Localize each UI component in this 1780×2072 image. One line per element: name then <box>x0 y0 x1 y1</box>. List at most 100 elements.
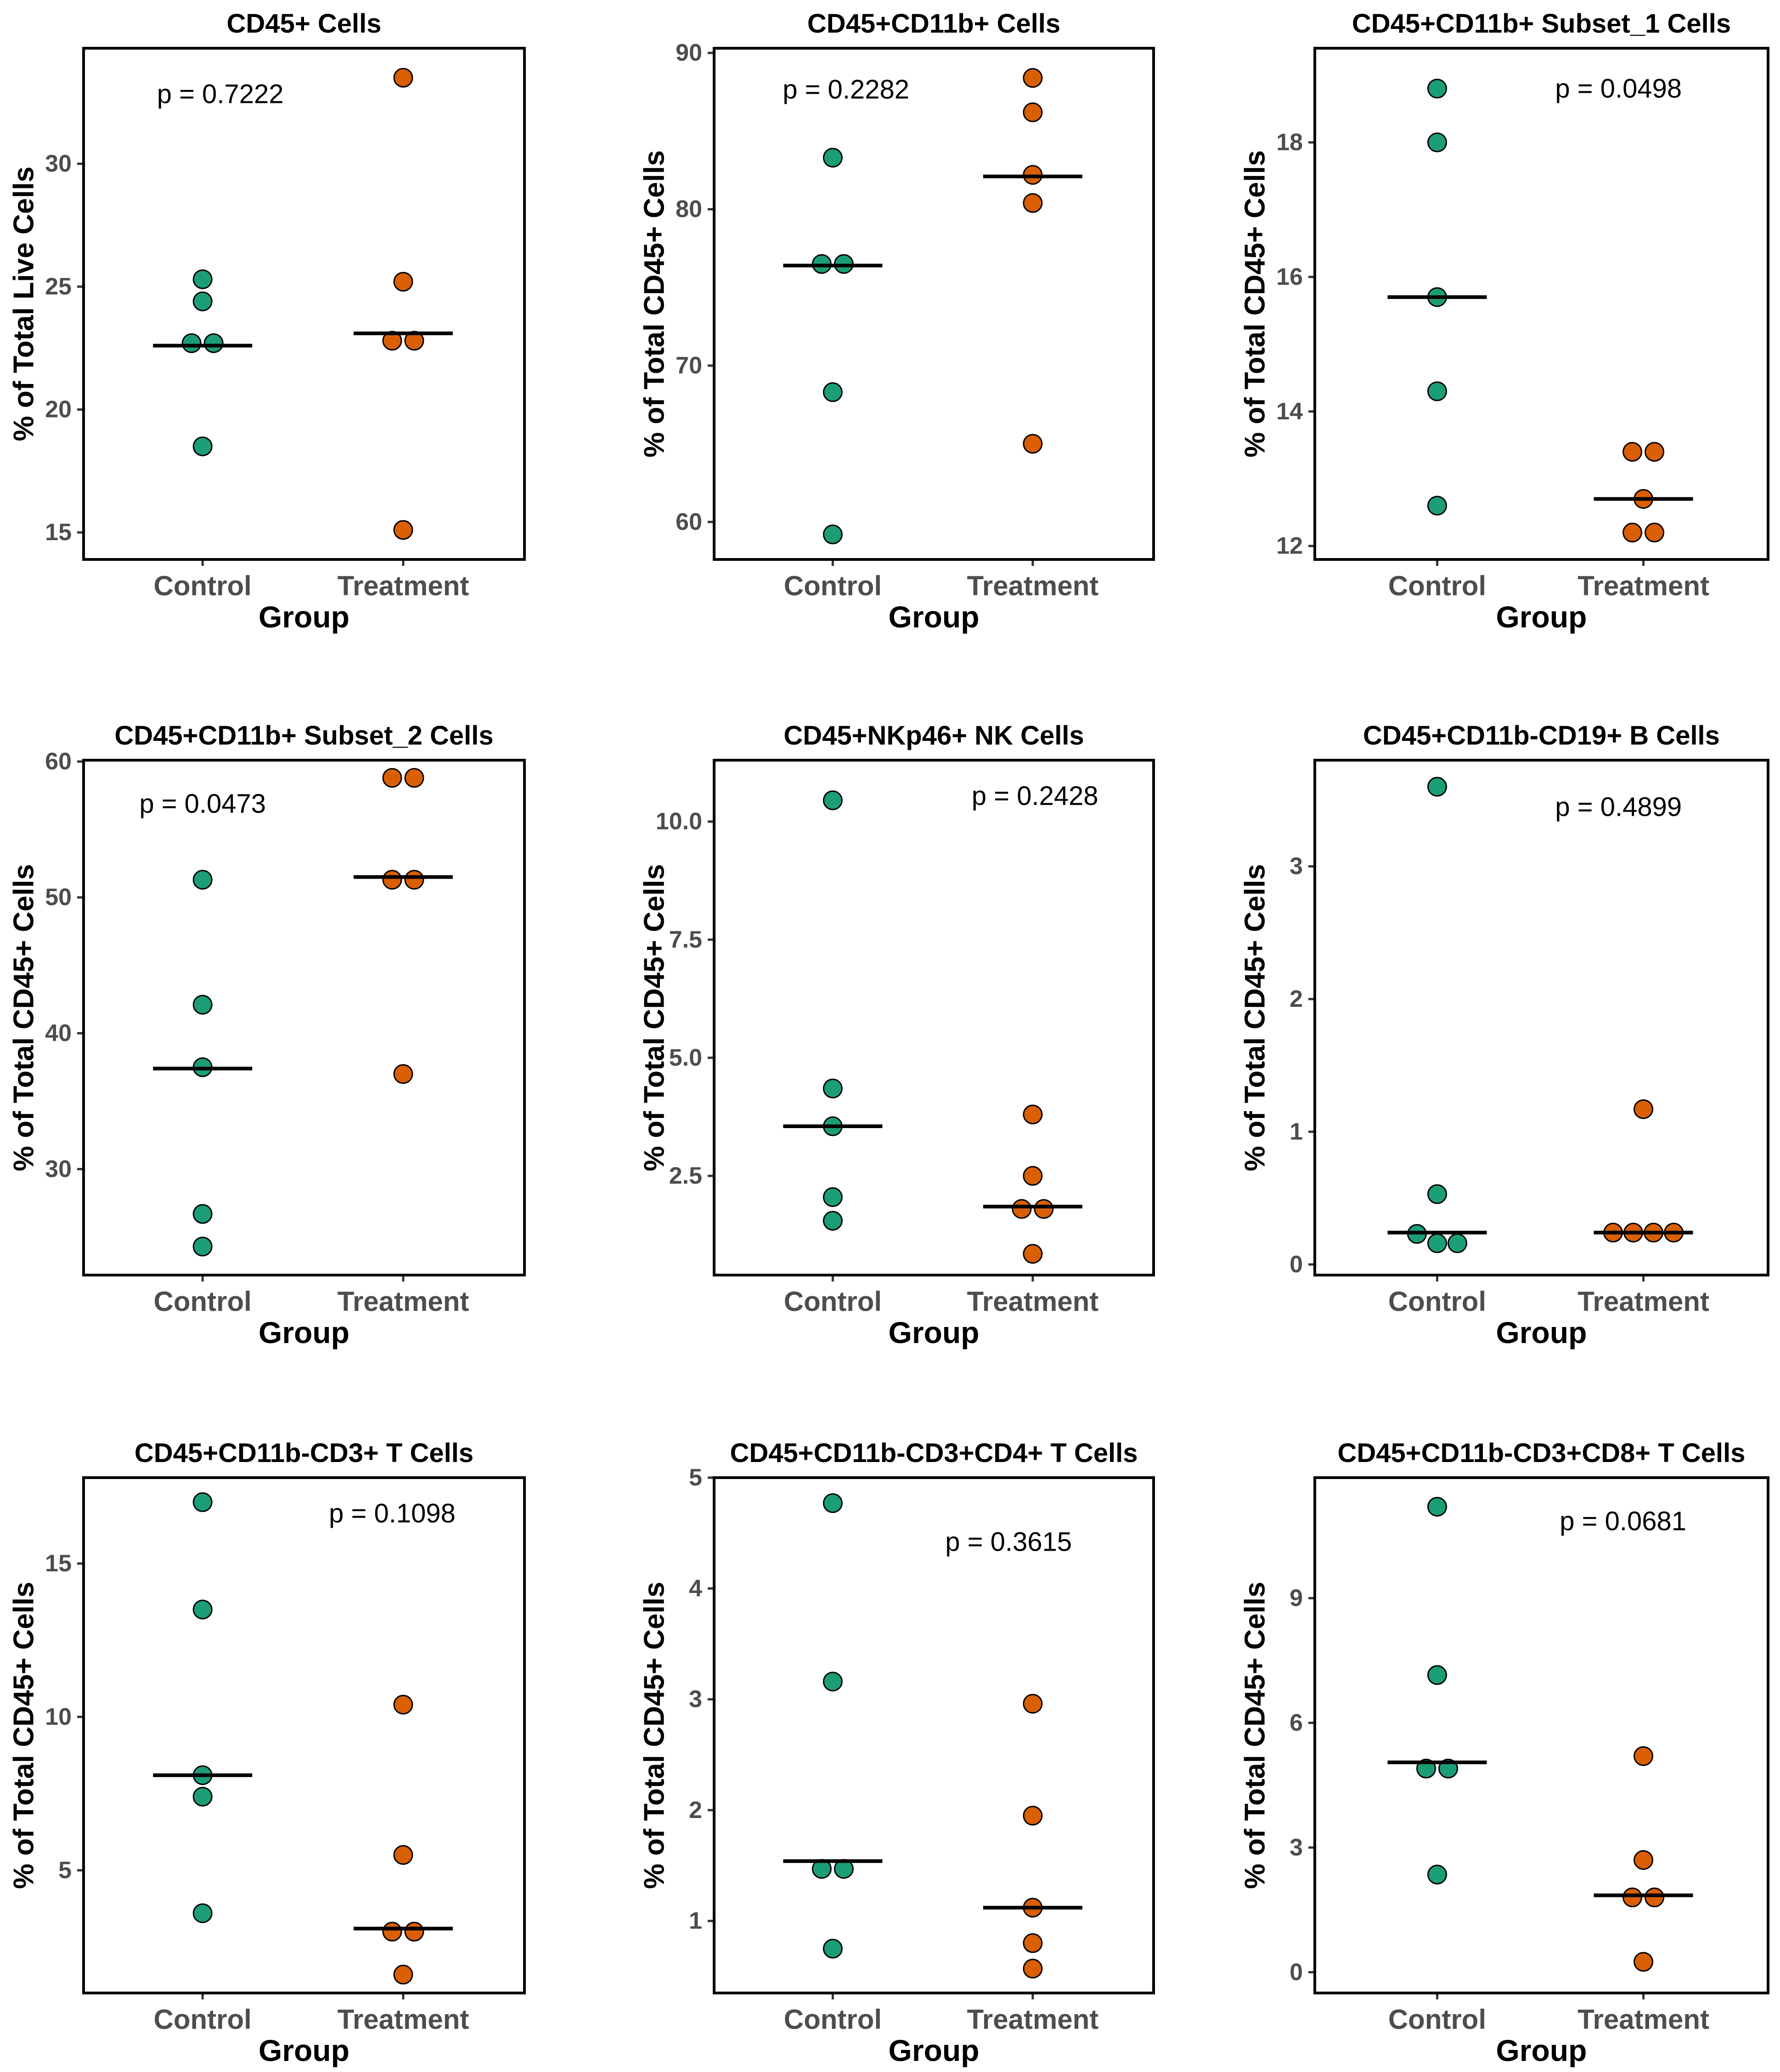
x-axis-label: Group <box>889 600 980 634</box>
chart-title: CD45+CD11b+ Cells <box>807 9 1060 39</box>
data-point-control <box>1427 1233 1447 1253</box>
x-tick-label: Control <box>154 570 252 601</box>
chart-title: CD45+NKp46+ NK Cells <box>783 721 1084 751</box>
data-point-control <box>1427 132 1447 152</box>
p-value-label: p = 0.2428 <box>972 781 1098 811</box>
data-point-control <box>822 790 843 810</box>
data-point-treatment <box>1023 68 1043 88</box>
y-tick-label: 0 <box>1290 1959 1303 1986</box>
y-tick-label: 40 <box>45 1020 72 1047</box>
p-value-label: p = 0.0498 <box>1555 74 1682 104</box>
data-point-control <box>1427 79 1447 99</box>
chart-panel: CD45+CD11b-CD3+CD8+ T Cells % of Total CD… <box>1239 1438 1769 2067</box>
x-tick-label: Treatment <box>1577 2004 1709 2035</box>
data-point-treatment <box>1023 434 1043 454</box>
x-tick-label: Treatment <box>967 570 1098 601</box>
data-point-control <box>192 1204 213 1224</box>
y-tick-label: 9 <box>1290 1585 1303 1611</box>
data-point-treatment <box>393 1845 413 1865</box>
data-point-treatment <box>393 271 413 292</box>
x-axis-label: Group <box>1496 2033 1587 2067</box>
data-point-treatment <box>404 768 424 788</box>
y-tick-label: 14 <box>1276 398 1303 425</box>
x-tick-label: Treatment <box>1577 1286 1709 1317</box>
p-value-label: p = 0.4899 <box>1555 792 1682 822</box>
y-axis-label: % of Total Live Cells <box>8 166 40 441</box>
x-tick-label: Treatment <box>338 2004 469 2035</box>
data-point-treatment <box>1622 1887 1643 1908</box>
x-tick-label: Control <box>154 1286 252 1317</box>
data-point-treatment <box>382 768 402 788</box>
y-tick-label: 3 <box>689 1686 702 1713</box>
data-point-control <box>822 1078 843 1099</box>
data-point-treatment <box>1023 1959 1043 1979</box>
data-point-treatment <box>393 68 413 88</box>
y-axis-label: % of Total CD45+ Cells <box>8 1582 40 1889</box>
x-tick-label: Treatment <box>338 570 469 601</box>
chart-panel: CD45+CD11b-CD19+ B Cells % of Total CD45+… <box>1239 721 1769 1349</box>
x-axis-label: Group <box>259 600 349 634</box>
y-tick-label: 16 <box>1276 264 1303 290</box>
y-tick-label: 6 <box>1290 1710 1303 1736</box>
data-point-treatment <box>393 1694 413 1715</box>
y-tick-label: 3 <box>1290 1834 1303 1861</box>
p-value-label: p = 0.0681 <box>1560 1507 1686 1536</box>
y-tick-label: 10.0 <box>656 808 702 835</box>
chart-title: CD45+CD11b-CD19+ B Cells <box>1363 721 1720 751</box>
data-point-treatment <box>1645 1887 1665 1908</box>
y-tick-label: 3 <box>1290 853 1303 880</box>
y-tick-label: 4 <box>689 1575 702 1602</box>
data-point-control <box>822 1187 843 1207</box>
data-point-control <box>1427 1496 1447 1517</box>
data-point-treatment <box>1023 1166 1043 1186</box>
y-tick-label: 1 <box>689 1908 702 1934</box>
plot-frame <box>82 47 526 561</box>
y-tick-label: 5 <box>689 1464 702 1491</box>
plot-frame <box>1313 1476 1769 1994</box>
data-point-control <box>822 382 843 402</box>
data-point-treatment <box>1634 1099 1654 1119</box>
data-point-treatment <box>1023 1933 1043 1953</box>
data-point-control <box>822 525 843 545</box>
chart-title: CD45+CD11b+ Subset_2 Cells <box>114 721 493 751</box>
x-tick-label: Control <box>1388 2004 1486 2035</box>
y-tick-label: 70 <box>676 352 702 379</box>
data-point-treatment <box>1023 1104 1043 1124</box>
y-tick-label: 0 <box>1290 1251 1303 1278</box>
data-point-treatment <box>1645 522 1665 542</box>
x-axis-label: Group <box>889 2033 980 2067</box>
y-axis-label: % of Total CD45+ Cells <box>639 150 670 457</box>
data-point-control <box>192 1236 213 1257</box>
chart-title: CD45+CD11b+ Subset_1 Cells <box>1352 9 1731 39</box>
x-axis-label: Group <box>889 1315 980 1349</box>
y-tick-label: 60 <box>676 508 702 535</box>
y-axis-label: % of Total CD45+ Cells <box>639 864 670 1171</box>
data-point-treatment <box>1023 1694 1043 1714</box>
y-tick-label: 10 <box>45 1704 72 1730</box>
y-tick-label: 5 <box>58 1857 72 1884</box>
y-tick-label: 30 <box>45 150 72 177</box>
data-point-treatment <box>1034 1199 1054 1219</box>
data-point-control <box>192 1599 213 1620</box>
data-point-control <box>822 1671 843 1692</box>
data-point-treatment <box>393 1064 413 1084</box>
y-tick-label: 60 <box>45 748 72 775</box>
y-axis-label: % of Total CD45+ Cells <box>639 1582 670 1889</box>
y-tick-label: 25 <box>45 273 72 300</box>
y-tick-label: 2 <box>689 1797 702 1824</box>
data-point-treatment <box>1622 442 1643 462</box>
y-tick-label: 90 <box>676 40 702 66</box>
p-value-label: p = 0.7222 <box>157 79 284 109</box>
data-point-treatment <box>1023 1244 1043 1264</box>
data-point-treatment <box>393 520 413 540</box>
data-point-control <box>192 269 213 289</box>
data-point-control <box>822 1938 843 1959</box>
p-value-label: p = 0.3615 <box>945 1527 1072 1557</box>
data-point-control <box>1427 777 1447 797</box>
chart-title: CD45+ Cells <box>227 9 382 39</box>
y-tick-label: 80 <box>676 196 702 223</box>
plot-frame <box>1313 759 1769 1276</box>
data-point-control <box>822 1211 843 1231</box>
plot-frame <box>1313 47 1769 561</box>
x-tick-label: Control <box>784 570 882 601</box>
